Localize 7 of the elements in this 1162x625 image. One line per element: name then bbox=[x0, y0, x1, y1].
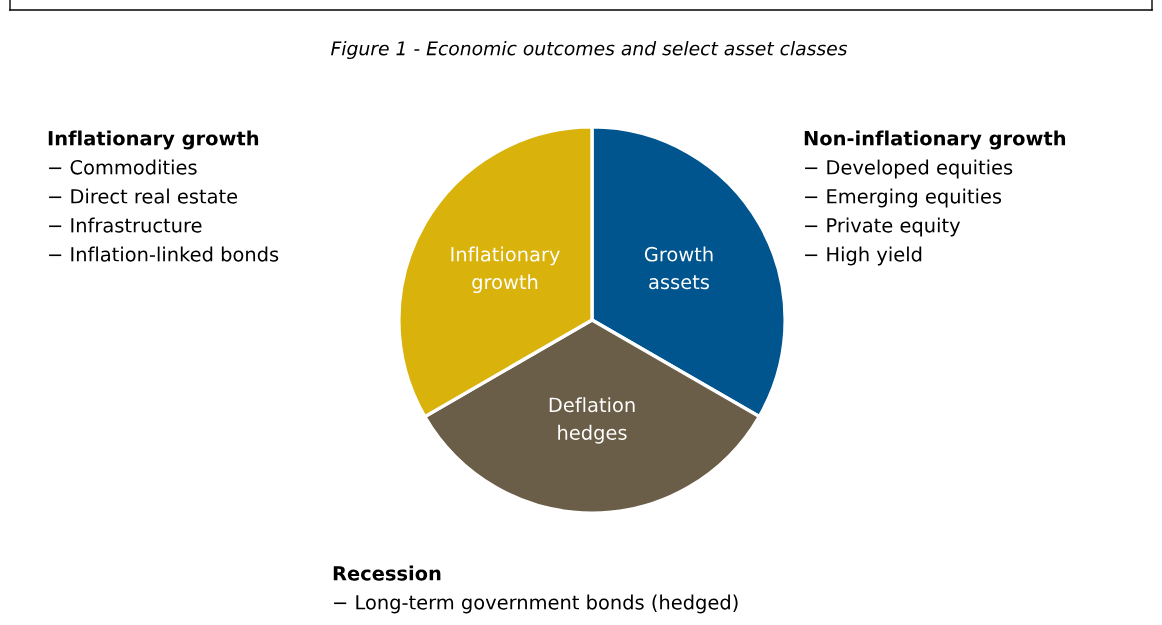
chart-title: Figure 1 - Economic outcomes and select asset classes bbox=[331, 40, 848, 60]
slice-label: Growth assets bbox=[644, 246, 713, 290]
slice-label: Inflationary growth bbox=[451, 246, 560, 294]
text: Non-inflationary growth − Developed equities − Emerging equities − Private equity − High yield bbox=[804, 130, 1066, 266]
slice-label: Deflation hedges bbox=[549, 397, 635, 444]
text: Inflationary growth − Commodities − Direct real estate − Infrastructure − Inflation-linked bonds bbox=[48, 130, 279, 262]
text: Recession − Long-term government bonds (hedged) bbox=[333, 565, 738, 614]
